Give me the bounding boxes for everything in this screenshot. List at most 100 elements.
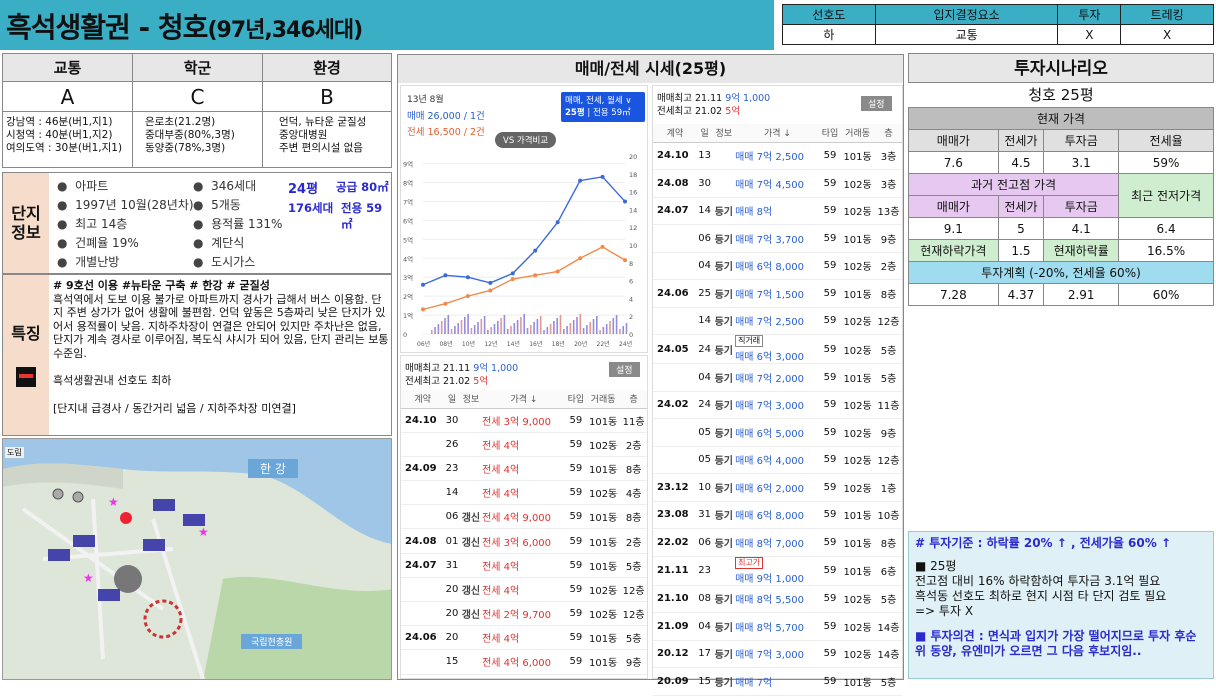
y2-tick-label: 0 [629, 331, 633, 339]
table-row[interactable]: 21.11 23 최고가 매매 9억 1,000 59 101동 6층 [653, 556, 902, 586]
row-price-text: 전세 3억 9,000 [482, 416, 552, 428]
row-dong: 101동 [585, 553, 621, 578]
table-row[interactable]: 24.10 30 전세 3억 9,000 59 101동 11층 [401, 408, 647, 433]
table-row[interactable]: 14 전세 4억 59 102동 4층 [401, 480, 647, 506]
volume-bar [589, 322, 591, 334]
chart-legend-box[interactable]: 매매, 전세, 월세 ∨ 25평 | 전용 59㎡ [561, 92, 645, 122]
volume-bar [556, 318, 558, 334]
jeonse-settings-button[interactable]: 설정 [609, 362, 640, 377]
row-type: 59 [565, 553, 586, 578]
row-type: 59 [565, 456, 586, 482]
series-point [600, 244, 605, 249]
video-icon [16, 366, 36, 387]
series-point [488, 280, 493, 285]
row-yearmonth: 20.09 [653, 667, 697, 696]
volume-bar [533, 322, 535, 334]
sale-settings-button[interactable]: 설정 [861, 96, 892, 111]
table-row[interactable]: 20 갱신 전세 2억 9,700 59 102동 12층 [401, 601, 647, 627]
row-yearmonth [653, 224, 697, 253]
table-row[interactable]: 24.02 24 등기 매매 7억 3,000 59 102동 11층 [653, 391, 902, 419]
row-yearmonth: 24.09 [401, 456, 445, 482]
row-day: 04 [696, 252, 713, 280]
row-day: 08 [696, 585, 713, 613]
row-price: 매매 6억 8,000 [735, 501, 820, 529]
row-price-text: 전세 4억 [482, 464, 520, 476]
row-dong: 101동 [585, 649, 621, 675]
row-floor: 6층 [874, 556, 902, 586]
table-row[interactable]: 20.09 15 등기 매매 7억 59 101동 5층 [653, 667, 902, 696]
table-row[interactable]: 14 등기 매매 7억 2,500 59 102동 12층 [653, 307, 902, 335]
table-row[interactable]: 22.02 06 등기 매매 8억 7,000 59 101동 8층 [653, 528, 902, 557]
row-type: 59 [565, 649, 586, 675]
table-row[interactable]: 24.10 13 매매 7억 2,500 59 101동 3층 [653, 142, 902, 170]
row-dong: 102동 [840, 334, 875, 364]
table-row[interactable]: 23.12 10 등기 매매 6억 2,000 59 102동 1층 [653, 473, 902, 502]
row-floor: 5층 [874, 585, 902, 613]
cur-v: 3.1 [1043, 151, 1120, 174]
table-row[interactable]: 23.08 31 등기 매매 6억 8,000 59 101동 10층 [653, 501, 902, 529]
row-price: 매매 7억 [735, 667, 820, 696]
past-v: 9.1 [908, 217, 999, 240]
table-row[interactable]: 21.10 08 등기 매매 8억 5,500 59 102동 5층 [653, 585, 902, 613]
row-type: 59 [819, 279, 841, 308]
table-row[interactable]: 21.09 04 등기 매매 8억 5,700 59 102동 14층 [653, 612, 902, 641]
row-price-text: 전세 4억 [482, 440, 520, 452]
x-tick-label: 16년 [529, 340, 542, 348]
row-type: 59 [819, 556, 841, 586]
table-row[interactable]: 24.07 14 등기 매매 8억 59 102동 13층 [653, 197, 902, 225]
table-row[interactable]: 15 전세 4억 6,000 59 101동 9층 [401, 649, 647, 675]
row-price: 전세 2억 9,700 [482, 601, 566, 627]
investment-note: # 투자기준 : 하락률 20% ↑ , 전세가율 60% ↑ ■ 25평 전고… [908, 531, 1214, 679]
y2-tick-label: 14 [629, 206, 637, 214]
row-floor: 10층 [874, 501, 902, 529]
hospital-marker [120, 512, 132, 524]
table-row[interactable]: 24.06 20 전세 4억 59 101동 5층 [401, 625, 647, 651]
criteria-v-tracking: X [1120, 24, 1214, 45]
row-type: 59 [819, 528, 841, 557]
volume-bar [483, 316, 486, 334]
row-price: 매매 8억 5,700 [735, 612, 820, 641]
col-header: 거래동 [840, 124, 875, 143]
row-floor: 1층 [874, 473, 902, 502]
row-price-text: 매매 6억 5,000 [735, 428, 805, 440]
volume-bar [500, 318, 502, 334]
table-row[interactable]: 04 등기 매매 7억 2,000 59 101동 5층 [653, 363, 902, 392]
complex-item: ● 5개동 [193, 198, 241, 212]
row-price-text: 매매 6억 4,000 [735, 456, 805, 468]
y-tick-label: 1억 [403, 312, 413, 320]
row-yearmonth: 24.08 [653, 169, 697, 198]
row-info: 등기 [712, 363, 736, 392]
row-dong: 101동 [585, 528, 621, 554]
table-row[interactable]: 04 등기 매매 6억 8,000 59 102동 2층 [653, 252, 902, 280]
map[interactable]: ★ ★ ★ 한 강 국립현충원 도림 [2, 438, 392, 680]
table-row[interactable]: 20 갱신 전세 4억 59 102동 12층 [401, 577, 647, 603]
table-row[interactable]: 26 전세 4억 59 102동 2층 [401, 432, 647, 457]
row-info [459, 649, 483, 675]
table-row[interactable]: 05 등기 매매 6억 4,000 59 102동 12층 [653, 446, 902, 474]
table-row[interactable]: 24.05 24 등기 직거래 매매 6억 3,000 59 102동 5층 [653, 334, 902, 364]
table-row[interactable]: 06 등기 매매 7억 3,700 59 101동 9층 [653, 224, 902, 253]
table-row[interactable]: 24.06 25 등기 매매 7억 1,500 59 101동 8층 [653, 279, 902, 308]
criteria-h-location: 입지결정요소 [874, 4, 1059, 25]
row-price: 전세 4억 [482, 456, 566, 482]
criteria-v-invest: X [1057, 24, 1122, 45]
row-day: 24 [696, 391, 713, 419]
table-row[interactable]: 24.07 31 전세 4억 59 101동 5층 [401, 553, 647, 578]
table-row[interactable]: 06 갱신 전세 4억 9,000 59 101동 8층 [401, 504, 647, 530]
col-header: 가격 ↓ [482, 390, 566, 409]
price-chart[interactable]: 13년 8월 매매 26,000 / 1건 전세 16,500 / 2건 매매,… [400, 85, 648, 353]
table-row[interactable]: 24.09 23 전세 4억 59 101동 8층 [401, 456, 647, 482]
table-row[interactable]: 24.08 01 갱신 전세 3억 6,000 59 101동 2층 [401, 528, 647, 554]
table-row[interactable]: 20.12 17 등기 매매 7억 3,000 59 102동 14층 [653, 640, 902, 668]
volume-bar [530, 325, 532, 334]
note-opinion: ■ 투자의견 : 면식과 입지가 가장 떨어지므로 투자 후순위 동양, 유엔미… [915, 629, 1197, 658]
riverside-road [3, 463, 123, 489]
volume-bar [510, 326, 512, 334]
table-row[interactable]: 05 등기 매매 6억 5,000 59 102동 9층 [653, 418, 902, 447]
row-day: 31 [696, 501, 713, 529]
table-row[interactable]: 24.08 30 매매 7억 4,500 59 102동 3층 [653, 169, 902, 198]
compare-button[interactable]: VS 가격비교 [495, 132, 557, 148]
chart-date: 13년 8월 [407, 95, 444, 105]
row-dong: 101동 [840, 528, 875, 557]
row-day: 15 [444, 649, 460, 675]
